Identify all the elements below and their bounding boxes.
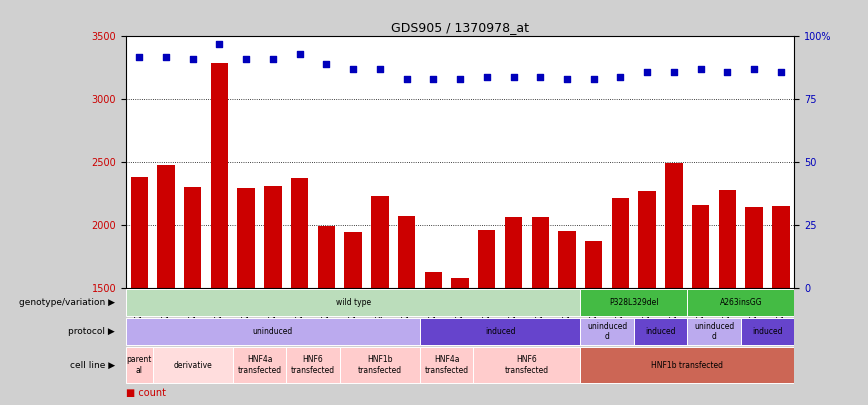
Point (186, 56, 200, 62)
Point (132, 53, 146, 60)
Bar (558, 231, 575, 288)
Bar (339, 347, 420, 383)
Text: protocol ▶: protocol ▶ (69, 327, 115, 336)
Point (694, 66, 707, 72)
Point (373, 66, 387, 72)
Point (240, 56, 253, 62)
Text: induced: induced (753, 327, 783, 336)
Bar (211, 63, 228, 288)
Bar (740, 318, 794, 345)
Bar (318, 226, 335, 288)
Bar (126, 347, 153, 383)
Bar (665, 163, 682, 288)
Bar (291, 178, 308, 288)
Text: P328L329del: P328L329del (609, 298, 659, 307)
Bar (639, 191, 656, 288)
Point (399, 76, 413, 82)
Bar (612, 198, 629, 288)
Text: HNF6
transfected: HNF6 transfected (291, 356, 335, 375)
Bar (126, 289, 581, 315)
Bar (345, 232, 362, 288)
Point (453, 76, 467, 82)
Point (507, 73, 521, 80)
Text: HNF1b
transfected: HNF1b transfected (358, 356, 402, 375)
Bar (420, 347, 473, 383)
Text: induced: induced (485, 327, 516, 336)
Bar (746, 207, 763, 288)
Point (667, 68, 681, 75)
Point (266, 56, 279, 62)
Bar (585, 241, 602, 288)
Text: cell line ▶: cell line ▶ (70, 360, 115, 370)
Point (774, 68, 788, 75)
Point (747, 66, 761, 72)
Text: HNF6
transfected: HNF6 transfected (505, 356, 549, 375)
Point (560, 76, 574, 82)
Text: wild type: wild type (336, 298, 371, 307)
Point (614, 73, 628, 80)
Bar (424, 273, 442, 288)
Bar (153, 347, 233, 383)
Text: HNF1b transfected: HNF1b transfected (651, 360, 723, 370)
Bar (478, 230, 496, 288)
Text: uninduced
d: uninduced d (587, 322, 628, 341)
Bar (581, 347, 794, 383)
Bar (687, 318, 740, 345)
Text: genotype/variation ▶: genotype/variation ▶ (19, 298, 115, 307)
Text: ■ count: ■ count (126, 388, 166, 399)
Text: induced: induced (645, 327, 676, 336)
Point (587, 76, 601, 82)
Point (213, 41, 227, 47)
Bar (634, 318, 687, 345)
Point (480, 73, 494, 80)
Text: A263insGG: A263insGG (720, 298, 762, 307)
Text: HNF4a
transfected: HNF4a transfected (424, 356, 469, 375)
Point (426, 76, 440, 82)
Point (159, 53, 173, 60)
Text: uninduced
d: uninduced d (694, 322, 734, 341)
Bar (531, 217, 549, 288)
Bar (130, 177, 148, 288)
Text: uninduced: uninduced (253, 327, 293, 336)
Bar (398, 216, 415, 288)
Bar (719, 190, 736, 288)
Bar (157, 164, 174, 288)
Bar (773, 206, 790, 288)
Point (533, 73, 547, 80)
Bar (473, 347, 581, 383)
Bar (420, 318, 581, 345)
Bar (372, 196, 389, 288)
Text: HNF4a
transfected: HNF4a transfected (238, 356, 281, 375)
Point (346, 66, 360, 72)
Title: GDS905 / 1370978_at: GDS905 / 1370978_at (391, 21, 529, 34)
Text: derivative: derivative (174, 360, 212, 370)
Point (293, 51, 306, 57)
Point (319, 61, 333, 67)
Bar (126, 318, 420, 345)
Text: parent
al: parent al (127, 356, 152, 375)
Point (720, 68, 734, 75)
Bar (451, 277, 469, 288)
Bar (184, 187, 201, 288)
Bar (581, 318, 634, 345)
Bar (264, 186, 281, 288)
Bar (505, 217, 523, 288)
Bar (286, 347, 339, 383)
Point (641, 68, 654, 75)
Bar (692, 205, 709, 288)
Bar (238, 188, 255, 288)
Bar (687, 289, 794, 315)
Bar (581, 289, 687, 315)
Bar (233, 347, 286, 383)
